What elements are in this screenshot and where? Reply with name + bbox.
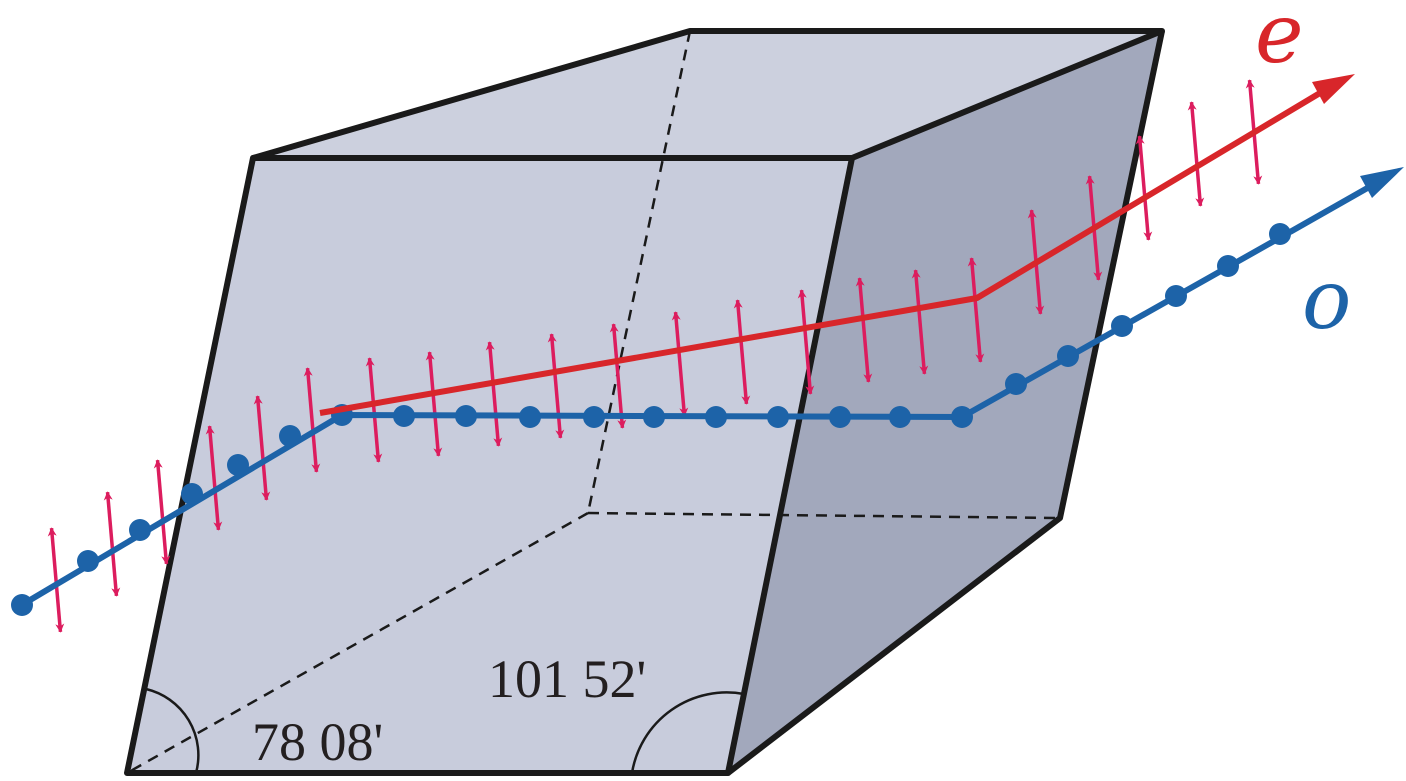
o-ray-dot xyxy=(829,406,851,428)
o-ray-dot xyxy=(583,406,605,428)
o-ray-exit-segment xyxy=(1288,179,1380,235)
polarization-double-arrow xyxy=(303,367,321,473)
o-ray-dot xyxy=(643,406,665,428)
polarization-double-arrow xyxy=(733,299,751,405)
o-ray-dot xyxy=(129,519,151,541)
obtuse-angle-label: 101 52' xyxy=(488,649,646,709)
o-ray-polarization-dots xyxy=(11,223,1291,616)
o-ray-dot xyxy=(1269,223,1291,245)
o-ray-arrowhead xyxy=(1360,167,1404,198)
polarization-double-arrow xyxy=(609,323,627,429)
o-ray-dot xyxy=(1111,315,1133,337)
polarization-double-arrow xyxy=(253,395,271,501)
acute-angle-label: 78 08' xyxy=(252,712,383,772)
acute-angle-arc xyxy=(145,687,200,774)
o-ray-dot xyxy=(767,406,789,428)
o-ray-label: o xyxy=(1302,253,1351,348)
o-ray-dot xyxy=(519,406,541,428)
polarization-double-arrow xyxy=(1135,135,1153,241)
polarization-double-arrow xyxy=(103,491,121,597)
polarization-double-arrow xyxy=(797,289,815,395)
e-ray-path xyxy=(319,90,1322,416)
o-ray-dot xyxy=(181,483,203,505)
polarization-double-arrow xyxy=(425,351,443,457)
o-ray-dot xyxy=(227,454,249,476)
polarization-double-arrow xyxy=(485,341,503,447)
o-ray-dot xyxy=(889,406,911,428)
polarization-double-arrow xyxy=(911,269,929,375)
e-ray-arrowhead xyxy=(1312,74,1355,104)
o-ray-dot xyxy=(951,406,973,428)
hidden-edges xyxy=(126,30,1061,775)
o-ray-dot xyxy=(1057,345,1079,367)
polarization-double-arrow xyxy=(205,425,223,531)
polarization-double-arrow xyxy=(365,357,383,463)
polarization-double-arrow xyxy=(153,459,171,565)
e-ray xyxy=(319,74,1355,416)
o-ray-dot xyxy=(393,405,415,427)
polarization-double-arrow xyxy=(967,257,985,363)
polarization-double-arrow xyxy=(47,527,65,633)
polarization-double-arrow xyxy=(855,277,873,383)
o-ray-dot xyxy=(705,406,727,428)
polarization-double-arrow xyxy=(547,333,565,439)
o-ray-dot xyxy=(77,550,99,572)
o-ray xyxy=(11,167,1404,616)
calcite-crystal xyxy=(124,28,1165,776)
o-ray-dot xyxy=(1217,255,1239,277)
polarization-double-arrow xyxy=(1187,101,1205,207)
crystal-front-face xyxy=(127,158,852,773)
o-ray-dot xyxy=(11,594,33,616)
crystal-right-face xyxy=(728,31,1162,773)
visible-edges xyxy=(124,28,1165,776)
e-ray-label: e xyxy=(1255,0,1304,82)
o-ray-dot xyxy=(279,425,301,447)
o-ray-dot xyxy=(1165,285,1187,307)
polarization-double-arrow xyxy=(671,311,689,417)
e-ray-polarization-arrows xyxy=(47,79,1263,633)
crystal-top-face xyxy=(253,31,1162,158)
obtuse-angle-arc xyxy=(630,691,745,774)
o-ray-dot xyxy=(1005,373,1027,395)
o-ray-dot xyxy=(455,405,477,427)
